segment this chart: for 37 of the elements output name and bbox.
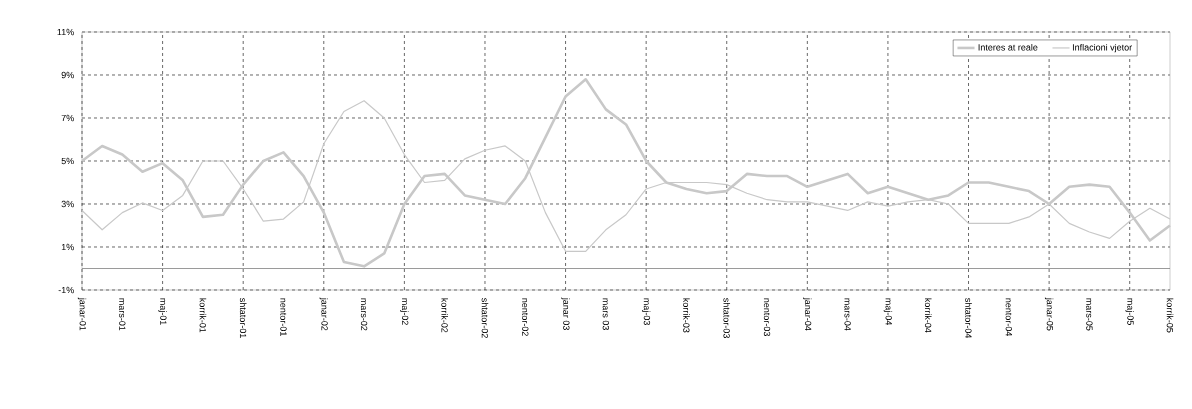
- y-tick-label: 7%: [61, 114, 74, 122]
- x-tick-label: korrik-05: [1166, 298, 1174, 333]
- x-tick-label: shtator-04: [965, 298, 972, 339]
- y-tick-label: 1%: [61, 243, 74, 251]
- y-tick-label: -1%: [58, 286, 74, 294]
- x-tick-label: korrik-03: [683, 298, 690, 333]
- x-tick-label: maj-02: [400, 298, 409, 325]
- x-tick-label: maj-05: [1125, 298, 1134, 325]
- x-tick-label: nentor-04: [1005, 298, 1013, 337]
- x-tick-label: korrik-04: [924, 298, 932, 333]
- y-tick-label: 5%: [61, 157, 74, 165]
- x-tick-label: janar-01: [77, 297, 87, 331]
- x-tick-label: mars-02: [360, 298, 368, 331]
- x-tick-label: mars-04: [844, 298, 851, 331]
- x-tick-label: shtator-02: [481, 298, 489, 338]
- y-tick-label: 3%: [61, 200, 74, 208]
- x-tick-label: nentor-03: [763, 298, 771, 336]
- y-tick-label: 9%: [61, 71, 74, 79]
- x-tick-label: mars 03: [602, 298, 610, 330]
- x-tick-label: nentor-02: [522, 298, 529, 336]
- x-tick-label: shtator-01: [239, 298, 247, 338]
- x-tick-label: korrik-02: [441, 298, 448, 333]
- x-tick-label: maj-01: [158, 298, 167, 325]
- x-tick-label: mars-05: [1086, 298, 1093, 331]
- x-tick-label: korrik-01: [199, 298, 207, 333]
- y-tick-label: 11%: [57, 28, 74, 36]
- x-tick-label: mars-01: [119, 298, 126, 331]
- x-tick-label: maj-03: [641, 298, 651, 325]
- x-tick-label: janar-02: [319, 297, 328, 331]
- x-tick-label: maj-04: [883, 298, 893, 326]
- legend-label: Interes at reale: [978, 43, 1038, 51]
- x-tick-label: shtator-03: [723, 298, 731, 338]
- x-tick-label: janar-05: [1044, 297, 1054, 331]
- x-tick-label: nentor-01: [280, 298, 287, 336]
- x-tick-label: janar-04: [803, 297, 812, 331]
- x-tick-label: janar 03: [561, 297, 570, 330]
- legend-label: Inflacioni vjetor: [1072, 43, 1133, 53]
